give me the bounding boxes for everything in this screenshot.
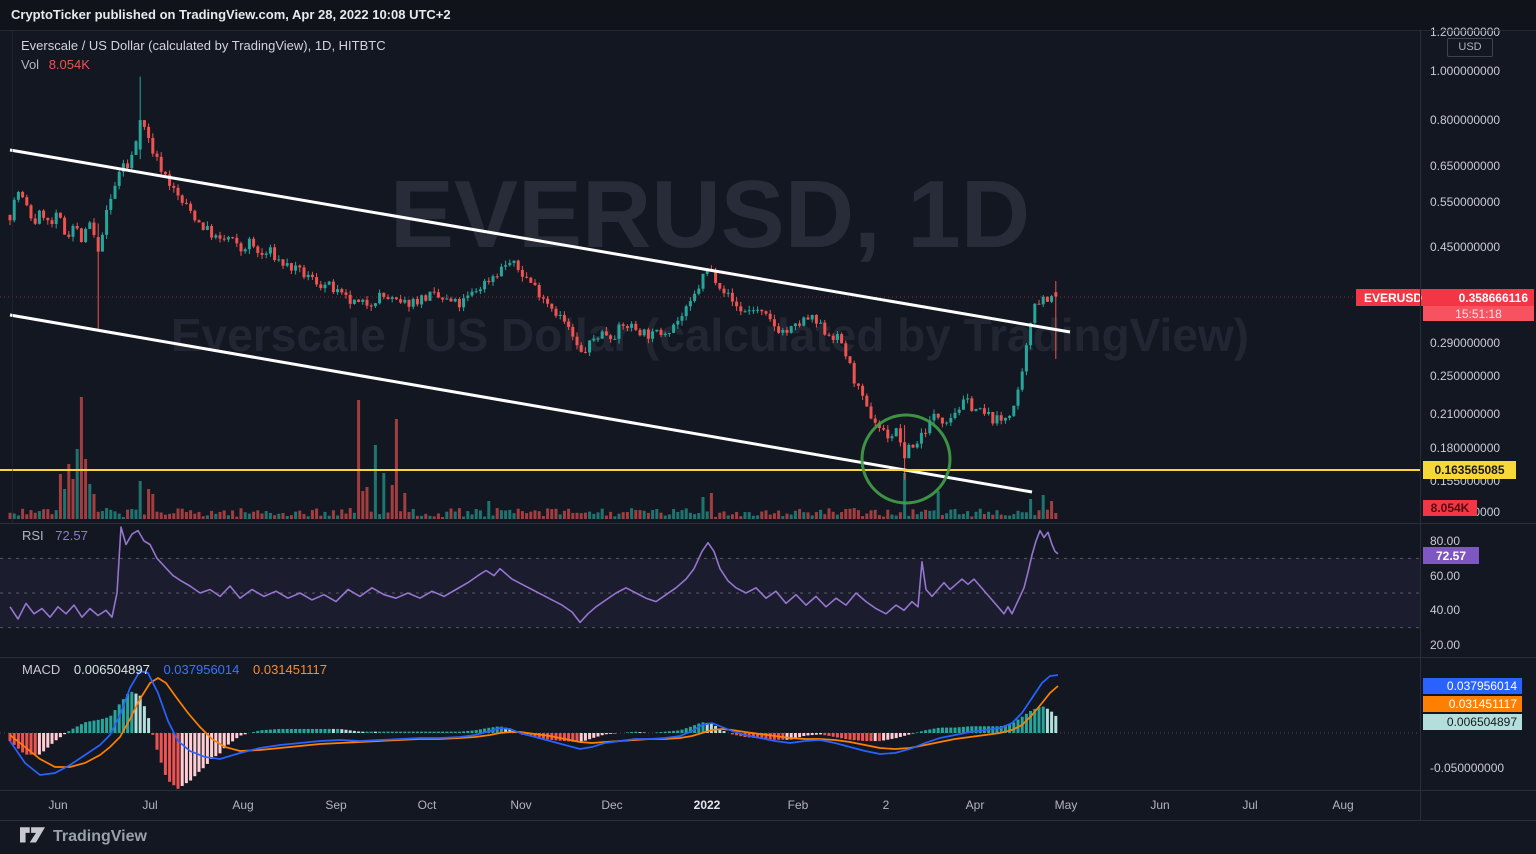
- price-axis-tick: 0.290000000: [1430, 336, 1501, 350]
- time-axis-label: 2: [882, 798, 890, 812]
- footer-separator: [0, 820, 1536, 821]
- price-axis-tick: 0.650000000: [1430, 159, 1501, 173]
- time-axis-label: Dec: [601, 798, 623, 812]
- price-axis-tick: 0.180000000: [1430, 441, 1501, 455]
- macd-pane-separator[interactable]: [0, 657, 1536, 658]
- time-axis[interactable]: Jun Jul Aug Sep Oct Nov Dec 2022 Feb 2 Apr May Jun Ju…: [0, 790, 1536, 820]
- candlestick-series: [8, 76, 1058, 480]
- time-axis-label: Aug: [232, 798, 254, 812]
- tradingview-logo-icon: [20, 827, 45, 843]
- volume-legend-label: Vol: [21, 57, 40, 72]
- macd-legend[interactable]: MACD 0.006504897 0.037956014 0.031451117: [22, 662, 327, 677]
- time-axis-label: Feb: [787, 798, 809, 812]
- macd-signal-value: 0.031451117: [253, 662, 327, 677]
- volume-badge-value: 8.054K: [1430, 501, 1470, 515]
- macd-hist-badge-value: 0.006504897: [1446, 715, 1517, 729]
- publish-attribution-text: CryptoTicker published on TradingView.co…: [11, 7, 451, 22]
- rsi-legend[interactable]: RSI 72.57: [22, 528, 88, 543]
- time-axis-label: Jun: [48, 798, 68, 812]
- macd-line-badge: 0.037956014: [1423, 678, 1522, 694]
- bar-countdown-badge: 15:51:18: [1423, 306, 1534, 321]
- time-axis-label: Aug: [1332, 798, 1354, 812]
- macd-pane: [0, 670, 1420, 789]
- rsi-legend-label: RSI: [22, 528, 44, 543]
- macd-signal-badge: 0.031451117: [1423, 696, 1522, 712]
- chart-left-border: [12, 30, 13, 523]
- time-axis-label: Nov: [510, 798, 532, 812]
- green-circle-annotation: [860, 413, 952, 505]
- volume-legend-value: 8.054K: [48, 57, 90, 72]
- macd-axis-tick: -0.050000000: [1430, 761, 1505, 775]
- rsi-axis-tick: 80.00: [1430, 534, 1461, 548]
- rsi-line: [9, 526, 1059, 624]
- rsi-legend-value: 72.57: [55, 528, 88, 543]
- last-price-badge: EVERUSD 0.358666116: [1356, 289, 1534, 306]
- rsi-axis-tick: 40.00: [1430, 603, 1461, 617]
- rsi-badge-value: 72.57: [1435, 548, 1467, 563]
- price-axis-tick: 1.200000000: [1430, 25, 1501, 39]
- price-axis-tick: 0.450000000: [1430, 240, 1501, 254]
- publish-header-bar: CryptoTicker published on TradingView.co…: [0, 0, 1536, 30]
- tradingview-brand[interactable]: TradingView: [20, 824, 147, 850]
- time-axis-label: 2022: [693, 798, 721, 812]
- volume-legend[interactable]: Vol 8.054K: [21, 57, 90, 72]
- volume-value-badge: 8.054K: [1423, 500, 1477, 516]
- price-axis-tick: 1.000000000: [1430, 64, 1501, 78]
- macd-hist-value: 0.006504897: [73, 662, 150, 677]
- rsi-band: [0, 557, 1420, 629]
- time-axis-label: Jun: [1150, 798, 1170, 812]
- macd-line-value: 0.037956014: [163, 662, 240, 677]
- time-axis-label: Sep: [325, 798, 347, 812]
- price-axis-tick: 0.210000000: [1430, 407, 1501, 421]
- price-axis-tick: 0.250000000: [1430, 369, 1501, 383]
- support-line-price-value: 0.163565085: [1434, 463, 1505, 477]
- descending-channel: [9, 148, 1071, 494]
- price-axis-unit-box[interactable]: USD: [1447, 38, 1493, 57]
- rsi-axis-tick: 20.00: [1430, 638, 1461, 652]
- chart-legend-title[interactable]: Everscale / US Dollar (calculated by Tra…: [21, 38, 386, 53]
- macd-line-badge-value: 0.037956014: [1446, 679, 1517, 693]
- header-separator: [0, 30, 1536, 31]
- chart-legend[interactable]: Everscale / US Dollar (calculated by Tra…: [21, 38, 386, 53]
- support-line-price-badge: 0.163565085: [1423, 461, 1516, 479]
- volume-bars: [8, 397, 1058, 519]
- macd-signal-badge-value: 0.031451117: [1448, 697, 1517, 711]
- time-axis-label: Apr: [965, 798, 985, 812]
- price-axis-separator: [1420, 30, 1421, 820]
- time-axis-label: Jul: [142, 798, 158, 812]
- rsi-pane-separator[interactable]: [0, 523, 1536, 524]
- last-price-value: 0.358666116: [1458, 290, 1528, 305]
- price-axis-tick: 0.550000000: [1430, 195, 1501, 209]
- price-axis-tick: 0.800000000: [1430, 113, 1501, 127]
- tradingview-brand-label: TradingView: [53, 828, 147, 845]
- bar-countdown-value: 15:51:18: [1455, 306, 1502, 321]
- time-axis-label: May: [1054, 798, 1078, 812]
- time-axis-label: Jul: [1242, 798, 1258, 812]
- price-axis[interactable]: USD 1.200000000 1.000000000 0.800000000 0.6…: [1420, 25, 1536, 790]
- macd-hist-badge: 0.006504897: [1423, 714, 1522, 730]
- last-price-symbol: EVERUSD: [1364, 290, 1423, 305]
- macd-legend-label: MACD: [22, 662, 61, 677]
- rsi-axis-tick: 60.00: [1430, 569, 1461, 583]
- time-axis-separator: [0, 790, 1536, 791]
- rsi-value-badge: 72.57: [1423, 547, 1479, 564]
- time-axis-label: Oct: [417, 798, 437, 812]
